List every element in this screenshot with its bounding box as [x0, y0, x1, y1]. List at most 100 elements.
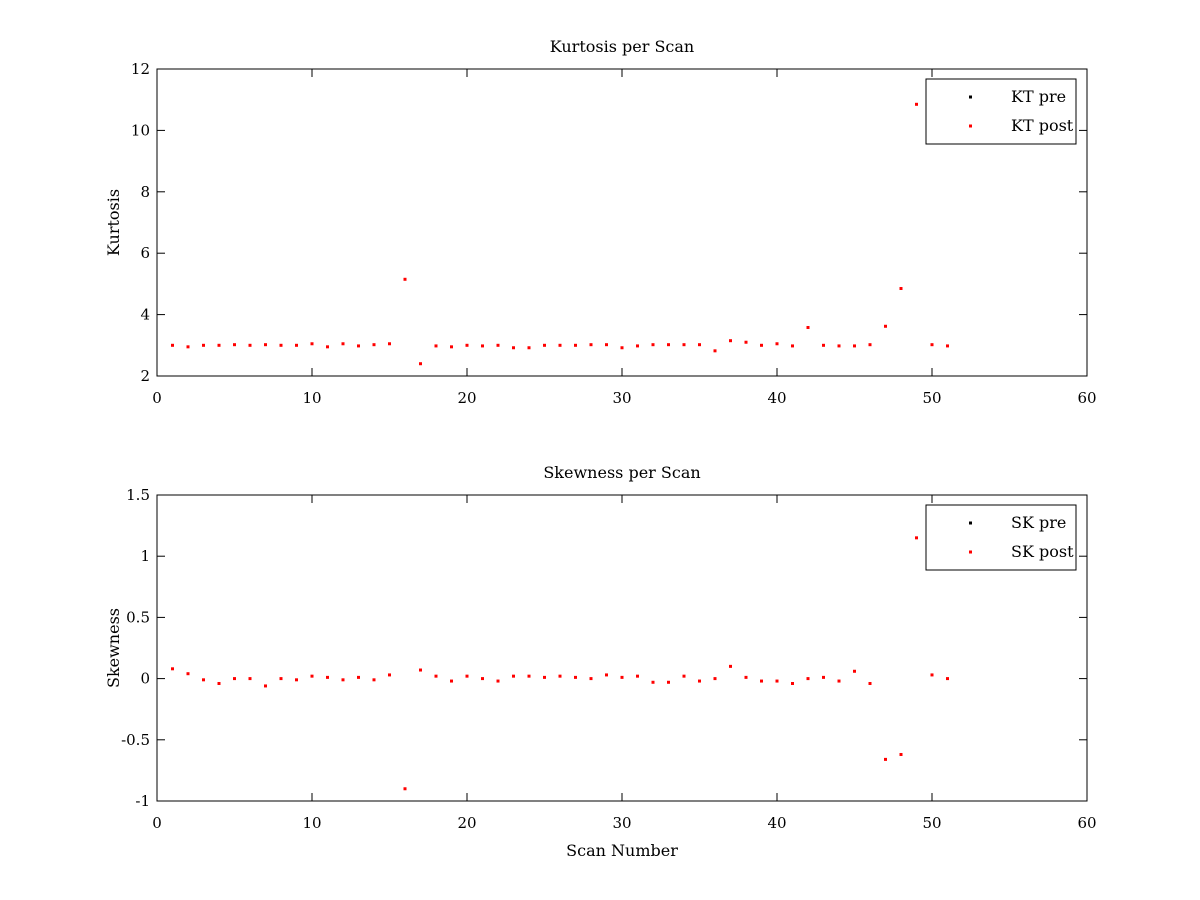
skewness-point: [512, 674, 515, 678]
skewness-x-tick-label: 40: [767, 814, 786, 832]
skewness-x-tick-label: 10: [302, 814, 321, 832]
skewness-point: [620, 675, 624, 679]
skewness-point: [868, 681, 872, 685]
kurtosis-point: [388, 342, 391, 346]
kurtosis-x-tick-label: 40: [767, 389, 786, 407]
skewness-point: [558, 674, 562, 678]
kurtosis-point: [729, 339, 732, 343]
skewness-legend: SK pre SK post: [925, 504, 1077, 571]
kurtosis-point: [403, 277, 407, 281]
kurtosis-point: [264, 343, 267, 347]
kurtosis-point: [341, 342, 345, 346]
kurtosis-point: [682, 343, 686, 347]
skewness-point: [481, 677, 484, 681]
skewness-point: [496, 679, 500, 683]
kurtosis-point: [450, 345, 453, 349]
kurtosis-legend: KT pre KT post: [925, 78, 1077, 145]
kurtosis-y-tick-label: 2: [140, 367, 150, 385]
kurtosis-point: [186, 345, 190, 349]
skewness-point: [341, 678, 345, 682]
skewness-point: [651, 680, 655, 684]
kurtosis-point: [465, 343, 469, 347]
skewness-x-tick-label: 30: [612, 814, 631, 832]
kurtosis-y-tick-label: 8: [140, 183, 150, 201]
skewness-point: [186, 672, 190, 676]
skewness-point: [713, 677, 717, 681]
kurtosis-point: [419, 362, 422, 366]
kurtosis-point: [202, 343, 205, 347]
kurtosis-point: [837, 344, 841, 348]
skewness-point: [357, 675, 360, 679]
kurtosis-point: [372, 343, 376, 347]
skewness-point: [853, 669, 856, 673]
kurtosis-point: [589, 343, 593, 347]
kurtosis-point: [481, 344, 484, 348]
kurtosis-point: [310, 342, 314, 346]
skewness-point: [574, 675, 577, 679]
skewness-point: [202, 678, 205, 682]
kurtosis-points: [171, 102, 949, 366]
kurtosis-y-axis-label: Kurtosis: [104, 189, 123, 256]
skewness-y-tick-label: -1: [135, 792, 150, 810]
skewness-x-tick-label: 0: [152, 814, 162, 832]
skewness-point: [930, 673, 934, 677]
kurtosis-point: [357, 344, 360, 348]
kurtosis-point: [791, 344, 794, 348]
kurtosis-point: [744, 340, 748, 344]
kurtosis-y-tick-label: 6: [140, 244, 150, 262]
kurtosis-point: [806, 325, 810, 329]
skewness-point: [279, 677, 283, 681]
skewness-y-tick-label: 0: [140, 670, 150, 688]
skewness-point: [636, 674, 639, 678]
kurtosis-point: [574, 343, 577, 347]
skewness-point: [837, 679, 841, 683]
kurtosis-x-tick-label: 10: [302, 389, 321, 407]
skewness-point: [543, 675, 546, 679]
kurtosis-point: [496, 343, 500, 347]
kurtosis-point: [775, 342, 779, 346]
skewness-points: [171, 536, 949, 791]
skewness-point: [527, 674, 531, 678]
skewness-x-tick-label: 50: [922, 814, 941, 832]
kurtosis-point: [233, 343, 236, 347]
skewness-y-tick-label: 1.5: [126, 486, 150, 504]
kurtosis-point: [698, 343, 701, 347]
skewness-title: Skewness per Scan: [543, 463, 700, 482]
skewness-point: [419, 668, 422, 672]
kurtosis-point: [884, 324, 887, 328]
kurtosis-x-tick-label: 50: [922, 389, 941, 407]
skewness-point: [915, 536, 918, 540]
skewness-point: [434, 674, 438, 678]
kurtosis-point: [605, 343, 608, 347]
skewness-point: [388, 673, 391, 677]
kurtosis-point: [434, 344, 438, 348]
skewness-point: [899, 752, 903, 756]
kurtosis-y-tick-label: 4: [140, 306, 150, 324]
kurtosis-point: [853, 344, 856, 348]
kurtosis-legend-marker-pre: [969, 95, 972, 99]
skewness-point: [744, 675, 748, 679]
skewness-point: [295, 678, 298, 682]
kurtosis-legend-label-post: KT post: [1011, 116, 1074, 135]
kurtosis-y-tick-label: 10: [131, 121, 150, 139]
kurtosis-legend-label-pre: KT pre: [1011, 87, 1066, 106]
kurtosis-subplot: Kurtosis per Scan Kurtosis 0 10 20 30 40 50 60…: [104, 37, 1097, 407]
kurtosis-point: [822, 343, 825, 347]
skewness-point: [605, 673, 608, 677]
skewness-point: [806, 677, 810, 681]
kurtosis-point: [915, 102, 918, 106]
kurtosis-point: [279, 343, 283, 347]
kurtosis-ticks: 0 10 20 30 40 50 60 2 4 6 8 10 12: [131, 60, 1097, 407]
kurtosis-point: [295, 343, 298, 347]
kurtosis-x-tick-label: 30: [612, 389, 631, 407]
skewness-y-tick-label: -0.5: [121, 731, 150, 749]
kurtosis-point: [248, 343, 252, 347]
skewness-point: [171, 667, 174, 671]
kurtosis-point: [899, 287, 903, 291]
skewness-point: [326, 675, 329, 679]
skewness-x-tick-label: 20: [457, 814, 476, 832]
kurtosis-point: [868, 343, 872, 347]
kurtosis-point: [171, 343, 174, 347]
kurtosis-point: [760, 343, 763, 347]
kurtosis-point: [713, 349, 717, 353]
